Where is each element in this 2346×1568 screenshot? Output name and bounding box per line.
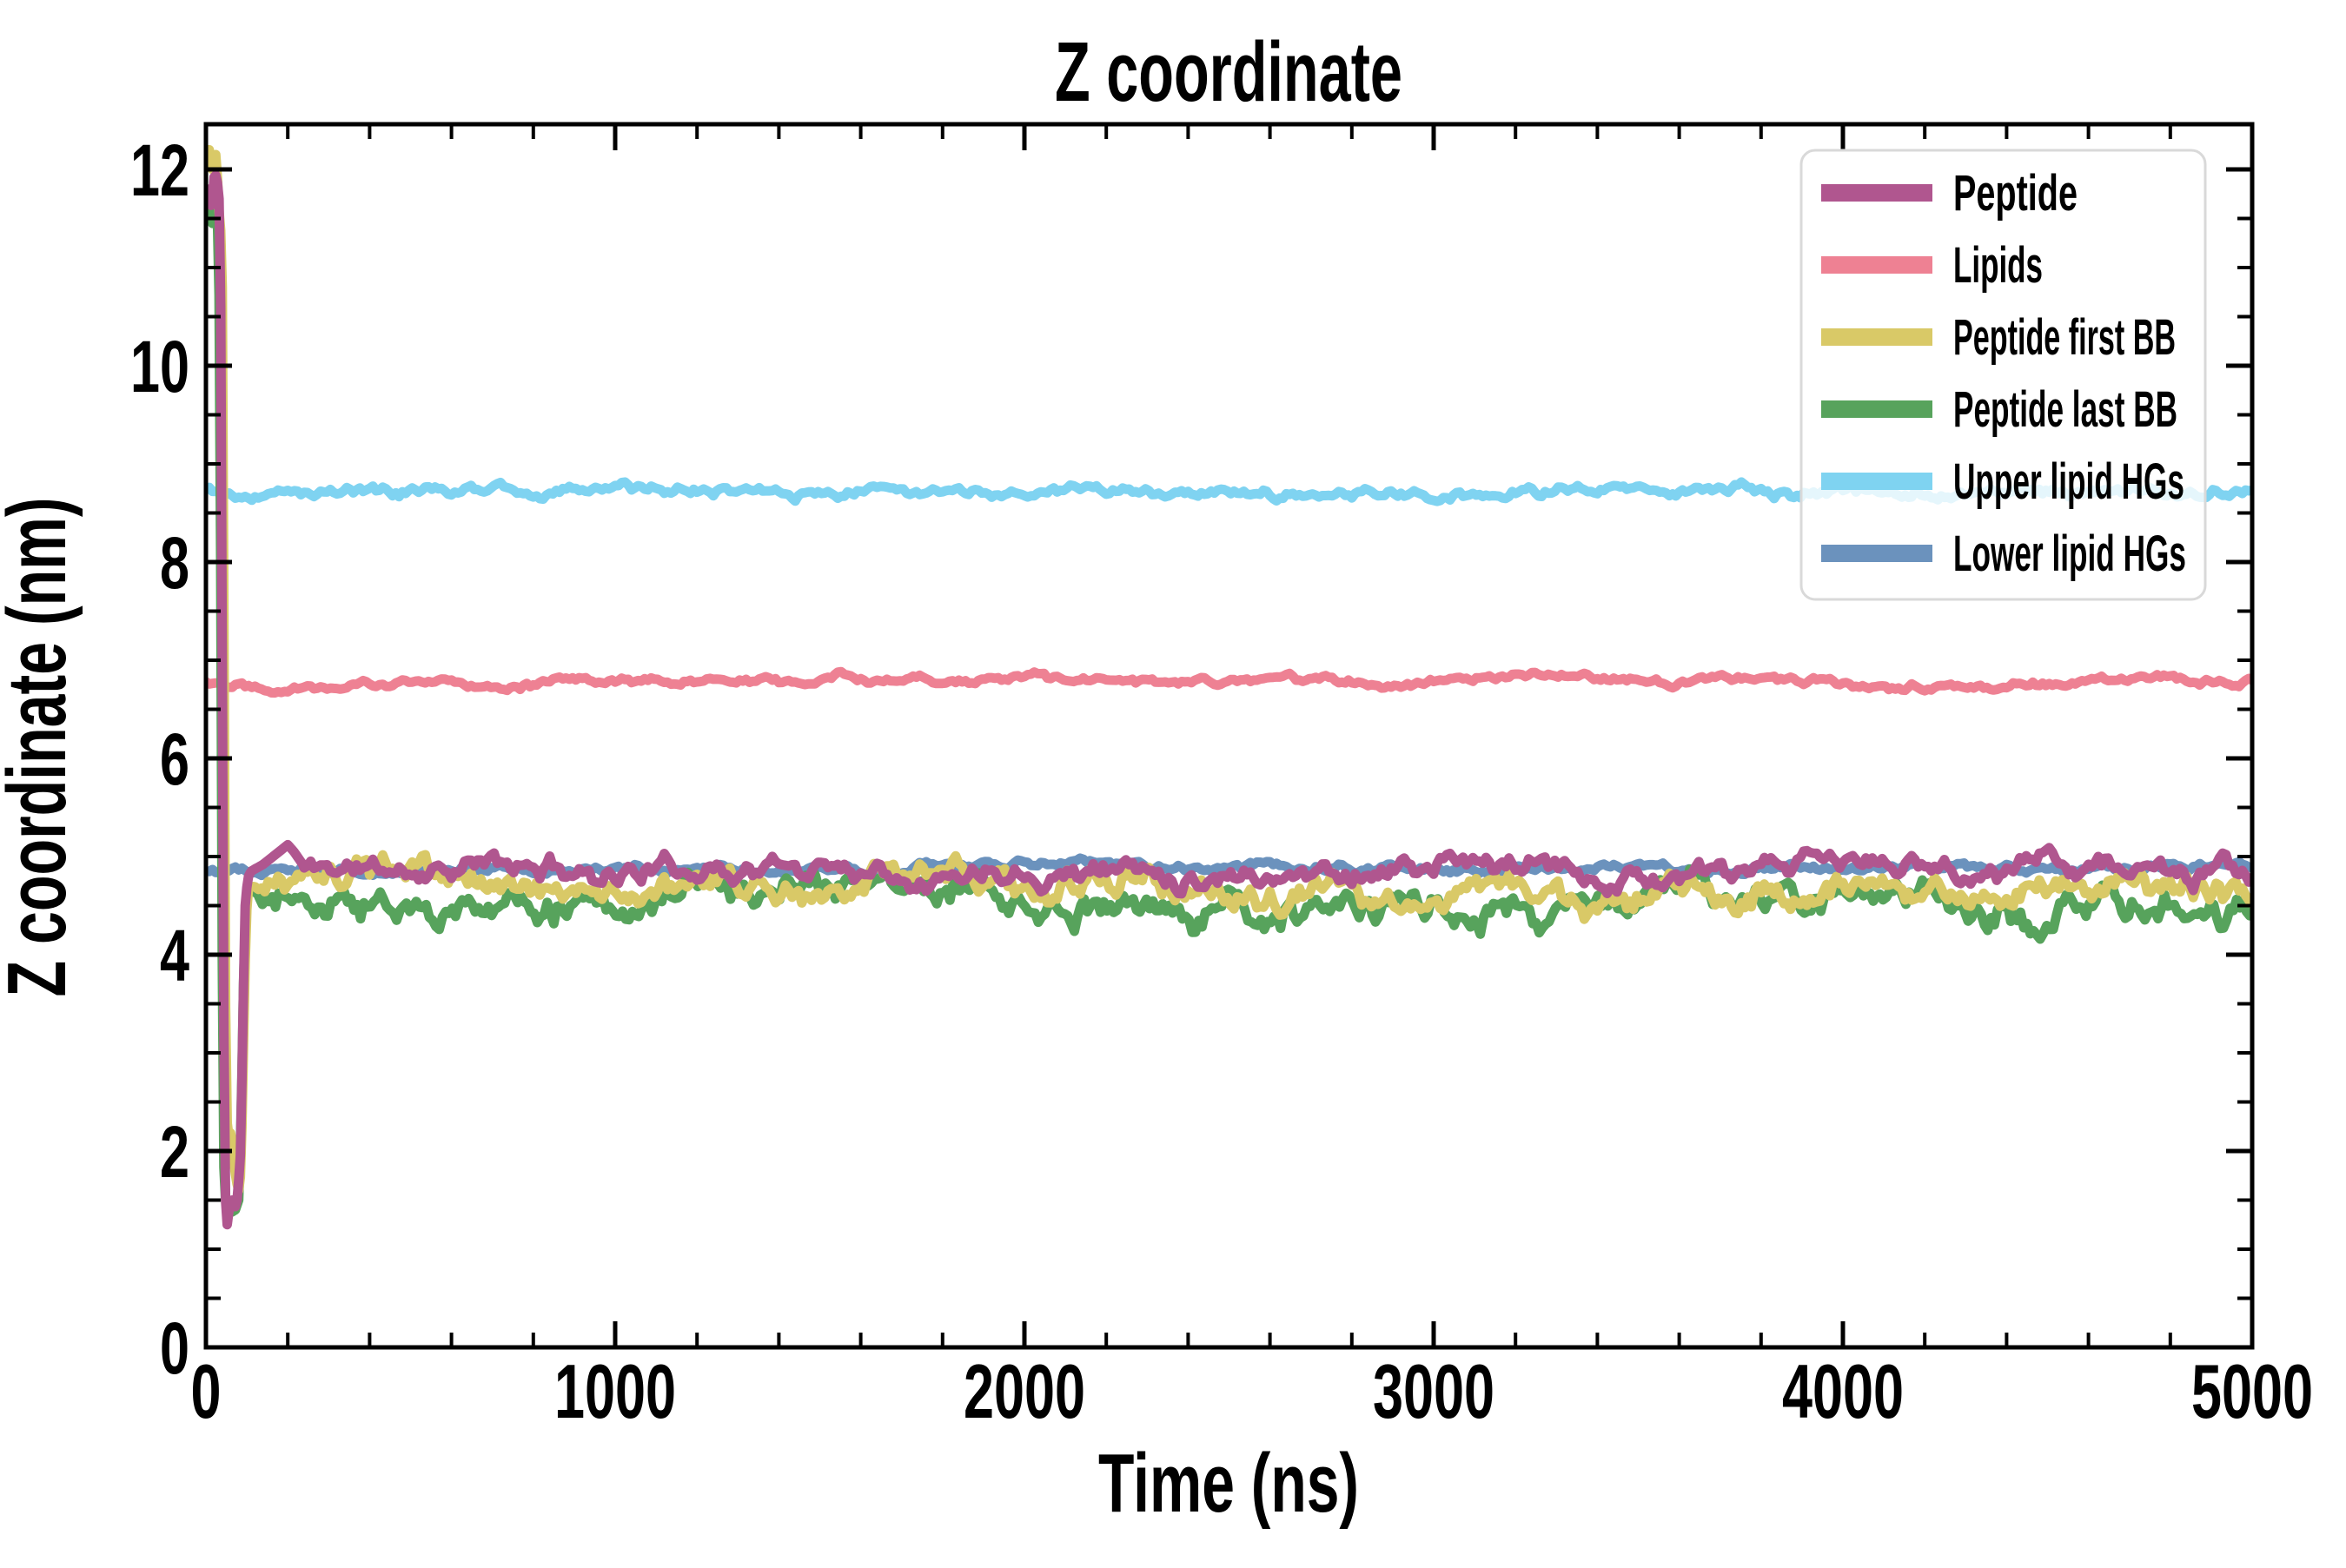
legend: Peptide Lipids Peptide first BB Peptide las… bbox=[1799, 149, 2207, 601]
x-tick-label: 1000 bbox=[554, 1348, 676, 1434]
tick-layer bbox=[203, 124, 2255, 1350]
legend-item-peptide: Peptide bbox=[1821, 165, 2078, 222]
x-tick-label: 0 bbox=[191, 1348, 222, 1434]
series-line-lipids bbox=[206, 666, 2252, 698]
y-tick-label: 2 bbox=[160, 1111, 189, 1193]
x-tick-label: 3000 bbox=[1373, 1348, 1494, 1434]
x-axis-label: Time (ns) bbox=[1098, 1437, 1359, 1530]
y-tick-label: 4 bbox=[160, 915, 189, 996]
x-tick-label: 2000 bbox=[964, 1348, 1085, 1434]
x-tick-label: 4000 bbox=[1782, 1348, 1904, 1434]
legend-label-upper-lipid-hgs: Upper lipid HGs bbox=[1953, 453, 2184, 510]
axes-spines bbox=[203, 122, 2255, 1350]
series-line-peptide bbox=[206, 170, 2252, 1230]
y-tick-label: 6 bbox=[160, 718, 189, 800]
chart-title: Z coordinate bbox=[1055, 24, 1402, 119]
series-layer bbox=[206, 144, 2252, 1230]
legend-item-upper-lipid-hgs: Upper lipid HGs bbox=[1821, 453, 2184, 510]
y-tick-label: 12 bbox=[130, 129, 189, 211]
y-tick-label: 10 bbox=[130, 326, 189, 407]
legend-item-lipids: Lipids bbox=[1821, 237, 2043, 294]
tick-label-layer: 0 1000 2000 3000 4000 5000 0 2 4 6 8 10 12 bbox=[130, 129, 2313, 1434]
y-tick-label: 8 bbox=[160, 522, 189, 604]
y-axis-label-group: Z coordinate (nm) bbox=[0, 498, 83, 997]
legend-label-lipids: Lipids bbox=[1953, 237, 2043, 294]
legend-label-peptide-first-bb: Peptide first BB bbox=[1953, 309, 2176, 366]
legend-item-peptide-last-bb: Peptide last BB bbox=[1821, 381, 2177, 438]
legend-item-lower-lipid-hgs: Lower lipid HGs bbox=[1821, 526, 2186, 582]
legend-label-peptide: Peptide bbox=[1953, 165, 2078, 222]
y-axis-label: Z coordinate (nm) bbox=[0, 498, 83, 997]
y-tick-label: 0 bbox=[160, 1307, 189, 1389]
legend-item-peptide-first-bb: Peptide first BB bbox=[1821, 309, 2176, 366]
x-tick-label: 5000 bbox=[2191, 1348, 2313, 1434]
legend-label-lower-lipid-hgs: Lower lipid HGs bbox=[1953, 526, 2186, 582]
legend-label-peptide-last-bb: Peptide last BB bbox=[1953, 381, 2177, 438]
